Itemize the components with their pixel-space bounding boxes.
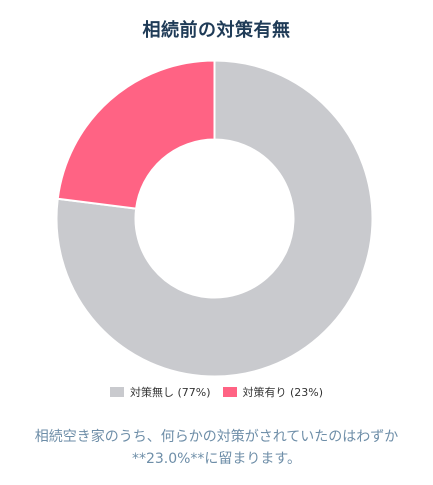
chart-title: 相続前の対策有無 xyxy=(142,20,291,41)
legend-swatch-no-measures xyxy=(109,387,124,397)
caption-line-2: **23.0%**に留まります。 xyxy=(131,451,302,467)
legend-label-no-measures: 対策無し (77%) xyxy=(129,386,211,399)
legend-item-with-measures[interactable]: 対策有り (23%) xyxy=(222,384,324,400)
chart-legend: 対策無し (77%) 対策有り (23%) xyxy=(0,384,433,400)
donut-slice-with-measures[interactable] xyxy=(56,59,216,210)
caption-line-1: 相続空き家のうち、何らかの対策がされていたのはわずか xyxy=(34,429,399,445)
legend-label-with-measures: 対策有り (23%) xyxy=(242,386,324,399)
legend-swatch-with-measures xyxy=(222,387,237,397)
donut-slice-no-measures[interactable] xyxy=(55,59,374,378)
legend-item-no-measures[interactable]: 対策無し (77%) xyxy=(109,384,211,400)
chart-caption: 相続空き家のうち、何らかの対策がされていたのはわずか **23.0%**に留まり… xyxy=(10,426,423,470)
